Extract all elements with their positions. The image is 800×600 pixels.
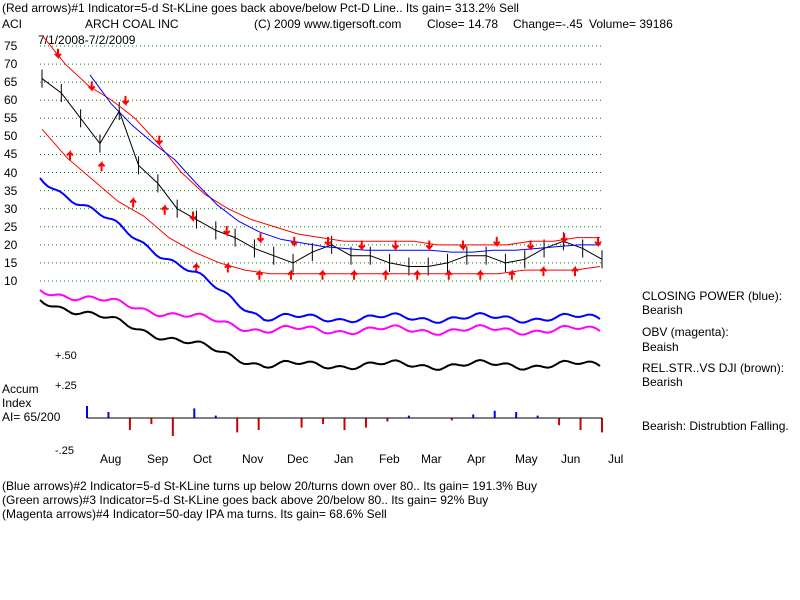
buy-arrow bbox=[413, 269, 421, 280]
upper-band bbox=[41, 34, 600, 246]
accum-ai-value: AI= 65/200 bbox=[2, 410, 61, 424]
y-tick-label: 65 bbox=[4, 75, 18, 90]
y-tick-label: 55 bbox=[4, 111, 18, 126]
sell-arrow bbox=[391, 240, 400, 251]
month-label: Jun bbox=[561, 452, 581, 466]
buy-arrow bbox=[129, 197, 137, 208]
sell-arrow bbox=[223, 226, 231, 237]
volume-value: Volume= 39186 bbox=[589, 17, 673, 31]
closing-power-value: Bearish bbox=[642, 303, 683, 317]
ticker-symbol: ACI bbox=[2, 17, 23, 31]
relstr-label: REL.STR..VS DJI (brown): bbox=[642, 361, 785, 375]
sell-arrow bbox=[256, 233, 265, 244]
accum-tick-top: +.50 bbox=[55, 350, 77, 362]
buy-arrow bbox=[97, 160, 106, 172]
sell-arrow bbox=[121, 95, 130, 107]
month-label: Nov bbox=[242, 452, 264, 466]
month-label: May bbox=[515, 452, 538, 466]
y-tick-label: 35 bbox=[4, 183, 18, 198]
sell-arrow bbox=[324, 236, 332, 248]
sell-arrow bbox=[493, 236, 501, 248]
y-tick-label: 10 bbox=[4, 274, 18, 288]
buy-arrow bbox=[66, 150, 74, 161]
relstr-line bbox=[39, 299, 601, 371]
month-label: Feb bbox=[379, 452, 400, 466]
y-tick-label: 40 bbox=[4, 165, 18, 180]
month-label: Jul bbox=[608, 452, 624, 466]
y-tick-label: 30 bbox=[4, 201, 18, 216]
change-value: Change=-.45 bbox=[513, 17, 583, 31]
buy-arrow bbox=[287, 269, 295, 280]
price-line bbox=[41, 78, 603, 268]
y-tick-label: 45 bbox=[4, 147, 18, 162]
y-tick-label: 25 bbox=[4, 219, 18, 234]
obv-value: Beaish bbox=[642, 340, 679, 354]
sell-arrow bbox=[155, 135, 163, 147]
month-label: Jan bbox=[334, 452, 354, 466]
y-tick-label: 50 bbox=[4, 129, 18, 144]
y-tick-label: 75 bbox=[4, 39, 18, 53]
buy-arrow bbox=[255, 269, 264, 280]
month-label: Apr bbox=[467, 452, 486, 466]
month-label: Sep bbox=[147, 452, 169, 466]
footer-magenta-arrows: (Magenta arrows)#4 Indicator=50-day IPA … bbox=[2, 507, 387, 521]
y-tick-label: 60 bbox=[4, 93, 18, 108]
buy-arrow bbox=[476, 269, 485, 280]
buy-arrow bbox=[508, 269, 516, 280]
sell-arrow bbox=[594, 236, 602, 248]
sell-arrow bbox=[425, 240, 433, 251]
closing-power-label: CLOSING POWER (blue): bbox=[642, 289, 783, 303]
buy-arrow bbox=[571, 265, 579, 277]
sell-arrow bbox=[526, 240, 535, 251]
accum-tick-mid: +.25 bbox=[55, 380, 77, 392]
obv-label: OBV (magenta): bbox=[642, 325, 729, 339]
sell-arrow bbox=[88, 81, 96, 92]
close-value: Close= 14.78 bbox=[427, 17, 499, 31]
sell-arrow bbox=[54, 48, 62, 60]
footer-blue-arrows: (Blue arrows)#2 Indicator=5-d St-KLine t… bbox=[2, 479, 537, 493]
buy-arrow bbox=[160, 204, 169, 215]
accum-verdict: Bearish: Distrubtion Falling. bbox=[642, 419, 789, 433]
accum-title-2: Index bbox=[2, 396, 32, 410]
buy-arrow bbox=[192, 262, 200, 273]
lower-band bbox=[41, 128, 601, 275]
company-name: ARCH COAL INC bbox=[85, 17, 179, 31]
month-label: Oct bbox=[193, 452, 212, 466]
buy-arrow bbox=[318, 269, 327, 280]
buy-arrow bbox=[539, 265, 548, 277]
copyright: (C) 2009 www.tigersoft.com bbox=[254, 17, 402, 31]
accum-tick-bottom: -.25 bbox=[55, 445, 74, 457]
sell-arrow bbox=[290, 236, 298, 248]
month-label: Mar bbox=[421, 452, 442, 466]
y-tick-label: 15 bbox=[4, 255, 18, 270]
month-label: Aug bbox=[100, 452, 122, 466]
buy-arrow bbox=[224, 262, 232, 273]
sell-arrow bbox=[459, 240, 467, 251]
sell-arrow bbox=[560, 233, 568, 244]
y-tick-label: 20 bbox=[4, 237, 18, 252]
footer-green-arrows: (Green arrows)#3 Indicator=5-d St-KLine … bbox=[2, 493, 489, 507]
closing-power-line bbox=[39, 177, 601, 324]
blue-moving-average bbox=[89, 74, 600, 253]
buy-arrow bbox=[445, 269, 453, 280]
buy-arrow bbox=[381, 269, 390, 280]
accum-title-1: Accum bbox=[2, 382, 39, 396]
header-indicator-1: (Red arrows)#1 Indicator=5-d St-KLine go… bbox=[2, 1, 519, 15]
y-tick-label: 70 bbox=[4, 57, 18, 72]
relstr-value: Bearish bbox=[642, 375, 683, 389]
month-label: Dec bbox=[287, 452, 309, 466]
sell-arrow bbox=[358, 240, 366, 251]
date-range: 7/1/2008-7/2/2009 bbox=[38, 33, 136, 47]
sell-arrow bbox=[189, 211, 197, 222]
buy-arrow bbox=[350, 269, 358, 280]
obv-line bbox=[39, 289, 601, 336]
